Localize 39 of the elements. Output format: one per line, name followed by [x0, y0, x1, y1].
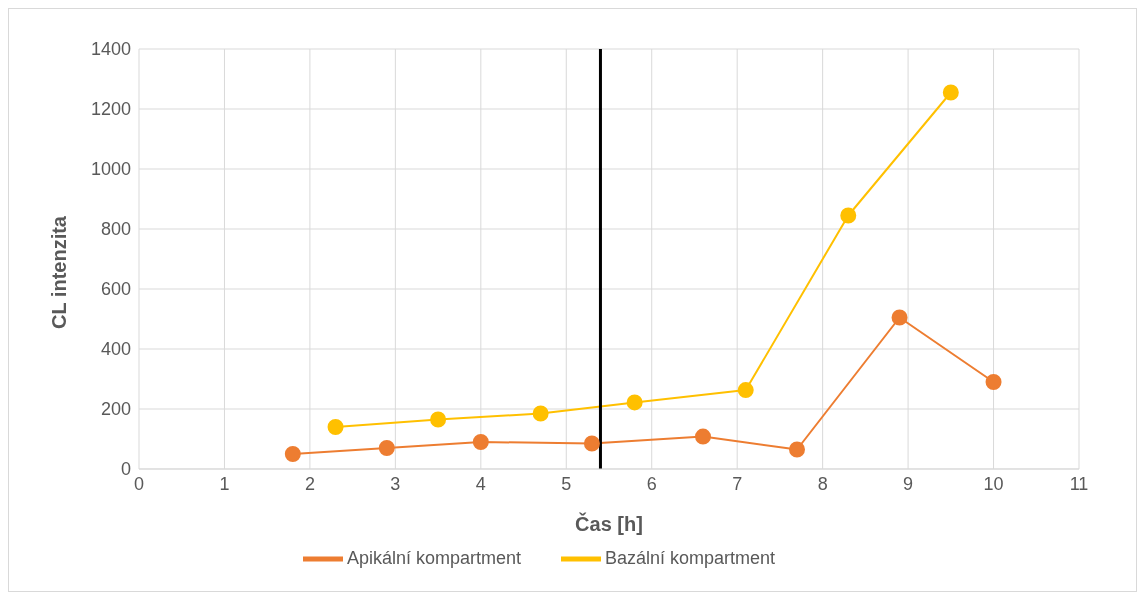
x-tick-label: 10: [983, 473, 1004, 494]
x-tick-label: 5: [561, 473, 572, 494]
point: [626, 394, 643, 411]
point: [472, 434, 489, 450]
point: [284, 446, 301, 462]
x-tick-label: 1: [219, 473, 230, 494]
point: [891, 309, 908, 326]
point: [942, 84, 959, 101]
point: [985, 374, 1002, 390]
point: [737, 382, 754, 399]
y-tick-label: 1000: [90, 159, 131, 180]
y-axis-title: CL intenzita: [48, 215, 71, 329]
x-tick-label: 2: [304, 473, 315, 494]
y-tick-label: 200: [100, 399, 131, 420]
x-tick-label: 0: [133, 473, 145, 494]
point: [840, 207, 857, 224]
x-tick-label: 9: [903, 473, 914, 494]
legend-label: Bazální kompartment: [605, 547, 776, 568]
point: [378, 440, 395, 456]
x-tick-label: 7: [732, 473, 743, 494]
point: [695, 428, 711, 445]
y-tick-label: 0: [120, 459, 131, 480]
x-axis-title: Čas [h]: [575, 512, 643, 535]
y-tick-label: 1200: [90, 99, 131, 120]
point: [327, 419, 344, 435]
y-tick-label: 1400: [90, 39, 131, 60]
y-tick-label: 800: [100, 219, 131, 240]
point: [430, 411, 447, 428]
x-tick-label: 8: [817, 473, 828, 494]
point: [789, 441, 805, 458]
x-tick-label: 4: [475, 473, 486, 494]
point: [583, 435, 600, 452]
y-tick-label: 400: [100, 339, 131, 360]
legend-label: Apikální kompartment: [346, 547, 521, 568]
point: [532, 405, 549, 422]
x-tick-label: 11: [1069, 473, 1089, 494]
x-tick-label: 3: [390, 473, 401, 494]
x-tick-label: 6: [646, 473, 657, 494]
y-tick-label: 600: [100, 279, 131, 300]
